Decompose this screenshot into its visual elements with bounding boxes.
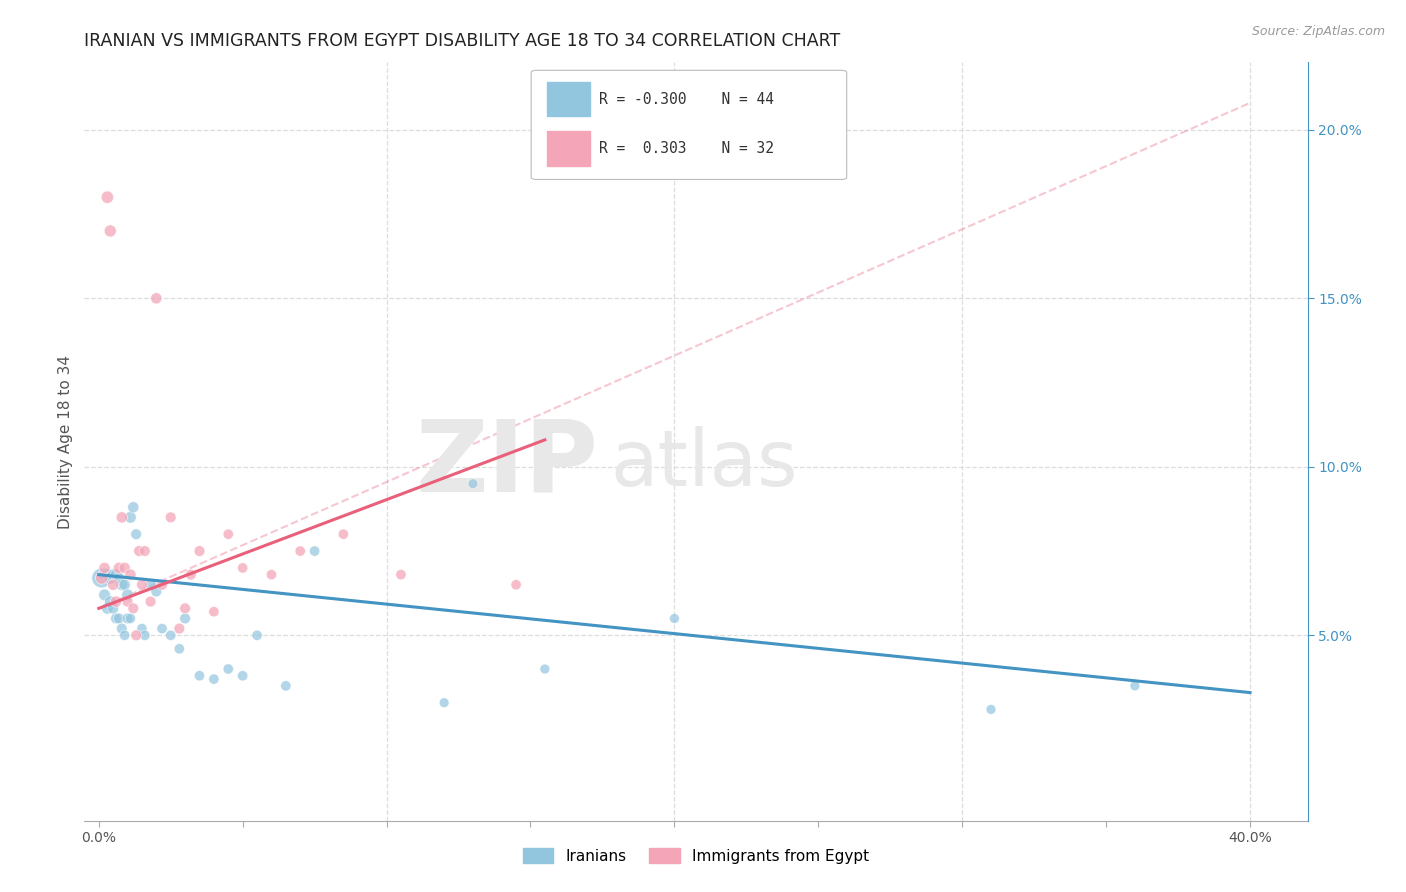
Point xyxy=(108,611,131,625)
Point xyxy=(117,611,139,625)
Text: IRANIAN VS IMMIGRANTS FROM EGYPT DISABILITY AGE 18 TO 34 CORRELATION CHART: IRANIAN VS IMMIGRANTS FROM EGYPT DISABIL… xyxy=(84,32,841,50)
Point xyxy=(174,611,197,625)
Point xyxy=(93,588,115,602)
Point xyxy=(217,662,239,676)
Point xyxy=(134,544,156,558)
Point xyxy=(131,622,153,636)
Point xyxy=(134,628,156,642)
Point xyxy=(128,544,150,558)
Point xyxy=(96,567,118,582)
Point xyxy=(120,510,142,524)
Point xyxy=(90,571,112,585)
FancyBboxPatch shape xyxy=(531,70,846,179)
Point xyxy=(246,628,269,642)
Text: ZIP: ZIP xyxy=(415,416,598,513)
Point xyxy=(108,561,131,575)
Point xyxy=(101,567,124,582)
Point xyxy=(505,578,527,592)
Bar xyxy=(547,82,591,116)
Point xyxy=(98,594,121,608)
Point xyxy=(188,669,211,683)
Point xyxy=(145,291,167,305)
Point xyxy=(260,567,283,582)
Point xyxy=(139,594,162,608)
Point xyxy=(145,584,167,599)
Point xyxy=(122,500,145,515)
Point xyxy=(117,594,139,608)
Point xyxy=(332,527,354,541)
Point xyxy=(90,571,112,585)
Point xyxy=(117,588,139,602)
Point xyxy=(93,567,115,582)
Point xyxy=(169,641,191,656)
Point xyxy=(125,527,148,541)
Point xyxy=(114,561,136,575)
Point xyxy=(120,611,142,625)
Point xyxy=(120,567,142,582)
Point xyxy=(980,702,1002,716)
Point xyxy=(108,571,131,585)
Point xyxy=(534,662,557,676)
Point xyxy=(188,544,211,558)
Point xyxy=(101,601,124,615)
Text: Source: ZipAtlas.com: Source: ZipAtlas.com xyxy=(1251,25,1385,38)
Point xyxy=(111,622,134,636)
Point xyxy=(96,601,118,615)
Point xyxy=(105,594,128,608)
Point xyxy=(290,544,312,558)
Point xyxy=(174,601,197,615)
Point xyxy=(389,567,412,582)
Legend: Iranians, Immigrants from Egypt: Iranians, Immigrants from Egypt xyxy=(516,842,876,870)
Point xyxy=(93,561,115,575)
Point xyxy=(274,679,297,693)
Point xyxy=(111,578,134,592)
Point xyxy=(114,578,136,592)
Point xyxy=(664,611,686,625)
Y-axis label: Disability Age 18 to 34: Disability Age 18 to 34 xyxy=(58,354,73,529)
Point xyxy=(150,622,173,636)
Point xyxy=(1123,679,1146,693)
Bar xyxy=(547,131,591,166)
Point xyxy=(122,601,145,615)
Point xyxy=(202,672,225,686)
Text: R = -0.300    N = 44: R = -0.300 N = 44 xyxy=(599,92,775,107)
Point xyxy=(105,567,128,582)
Point xyxy=(169,622,191,636)
Point xyxy=(125,628,148,642)
Point xyxy=(98,224,121,238)
Text: atlas: atlas xyxy=(610,426,797,502)
Point xyxy=(105,611,128,625)
Point xyxy=(98,571,121,585)
Point xyxy=(180,567,202,582)
Text: R =  0.303    N = 32: R = 0.303 N = 32 xyxy=(599,141,775,156)
Point xyxy=(96,190,118,204)
Point xyxy=(139,578,162,592)
Point xyxy=(150,578,173,592)
Point xyxy=(111,510,134,524)
Point xyxy=(159,628,181,642)
Point xyxy=(202,605,225,619)
Point xyxy=(217,527,239,541)
Point xyxy=(101,578,124,592)
Point xyxy=(433,696,456,710)
Point xyxy=(131,578,153,592)
Point xyxy=(304,544,326,558)
Point xyxy=(461,476,484,491)
Point xyxy=(159,510,181,524)
Point xyxy=(232,561,254,575)
Point xyxy=(114,628,136,642)
Point xyxy=(232,669,254,683)
